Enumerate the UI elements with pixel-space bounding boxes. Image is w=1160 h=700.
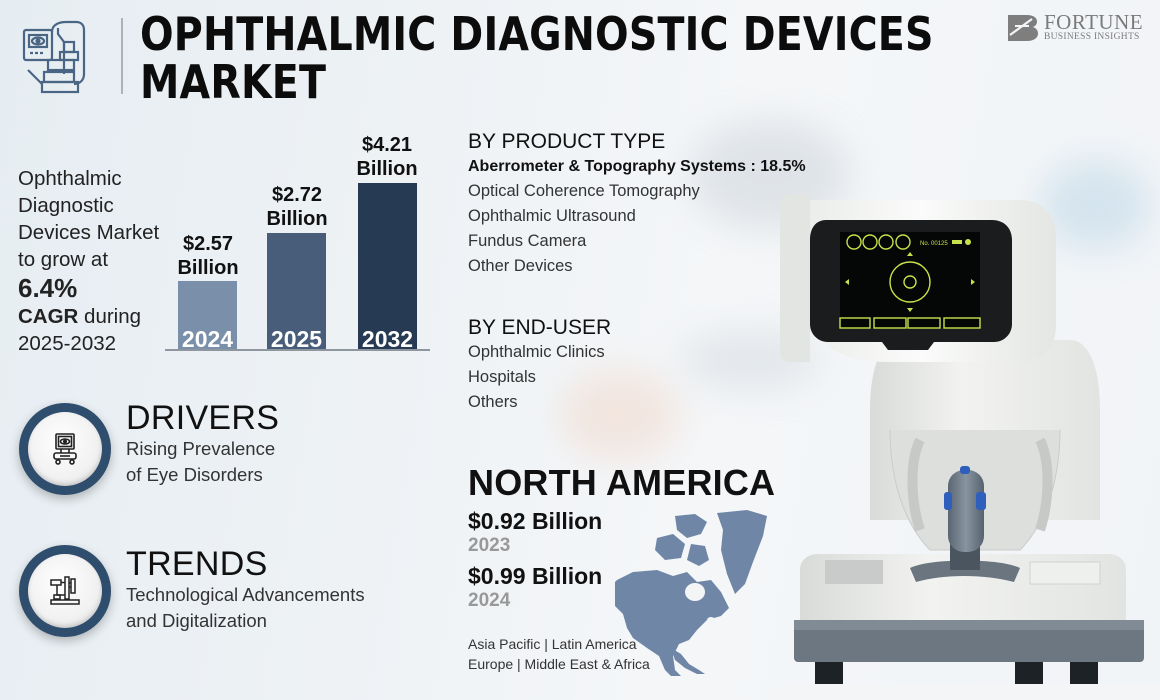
segment-item: Optical Coherence Tomography bbox=[468, 182, 700, 200]
background-blur bbox=[1040, 160, 1150, 250]
bar-2024: 2024 bbox=[178, 281, 237, 352]
segment-item: Fundus Camera bbox=[468, 232, 587, 250]
cagr-text: Ophthalmic bbox=[18, 167, 122, 190]
segment-item: Ophthalmic Clinics bbox=[468, 343, 605, 361]
bar-2032: 2032 bbox=[358, 183, 417, 352]
bar-value-label: $2.72 Billion bbox=[266, 184, 328, 230]
drivers-badge bbox=[19, 403, 111, 495]
forecast-period: 2025-2032 bbox=[18, 332, 117, 355]
page-title: OPHTHALMIC DIAGNOSTIC DEVICES MARKET bbox=[140, 10, 1000, 106]
cagr-text: Devices Market bbox=[18, 221, 160, 244]
bar-year-label: 2024 bbox=[181, 326, 234, 352]
product-type-segment: BY PRODUCT TYPE Aberrometer & Topography… bbox=[468, 130, 806, 279]
segment-item: Ophthalmic Ultrasound bbox=[468, 207, 636, 225]
end-user-segment: BY END-USER Ophthalmic Clinics Hospitals… bbox=[468, 316, 611, 415]
trends-title: TRENDS bbox=[126, 545, 268, 583]
cagr-text: Diagnostic bbox=[18, 194, 114, 217]
cagr-label: CAGR bbox=[18, 305, 79, 328]
north-america-map-icon bbox=[615, 510, 767, 676]
cagr-summary: Ophthalmic Diagnostic Devices Market to … bbox=[18, 165, 178, 357]
svg-text:No. 00125: No. 00125 bbox=[920, 241, 948, 247]
background-blur bbox=[560, 370, 680, 460]
segment-item: Others bbox=[468, 393, 518, 411]
region-stats: $0.92 Billion 2023 $0.99 Billion 2024 bbox=[468, 508, 602, 612]
ophthalmic-device-icon bbox=[20, 18, 100, 96]
trends-text: Technological Advancements bbox=[126, 584, 365, 605]
bar-year-label: 2025 bbox=[270, 326, 323, 352]
fortune-logo-icon bbox=[1008, 15, 1038, 41]
slit-lamp-icon bbox=[50, 576, 80, 605]
region-year: 2023 bbox=[468, 535, 511, 556]
region-value-2023: $0.92 Billion bbox=[468, 508, 603, 534]
drivers-section: DRIVERS Rising Prevalence of Eye Disorde… bbox=[126, 400, 279, 488]
cagr-text: to grow at bbox=[18, 248, 109, 271]
logo-subtitle: BUSINESS INSIGHTS bbox=[1044, 32, 1140, 42]
bar-value-label: $4.21 Billion bbox=[356, 134, 418, 180]
bar-value-label: $2.57 Billion bbox=[177, 233, 239, 279]
segment-item: Aberrometer & Topography Systems : 18.5% bbox=[468, 158, 806, 175]
trends-badge bbox=[19, 545, 111, 637]
region-year: 2024 bbox=[468, 590, 511, 611]
title-line-1: OPHTHALMIC DIAGNOSTIC DEVICES bbox=[140, 7, 934, 61]
cagr-text: during bbox=[78, 305, 142, 328]
eye-exam-monitor-icon bbox=[53, 433, 77, 465]
bar-2025: 2025 bbox=[267, 233, 326, 352]
segment-item: Hospitals bbox=[468, 368, 536, 386]
header-divider bbox=[121, 18, 123, 94]
drivers-title: DRIVERS bbox=[126, 399, 280, 437]
bar-year-label: 2032 bbox=[361, 326, 414, 352]
other-regions-text: Asia Pacific | Latin America bbox=[468, 636, 637, 652]
brand-logo: FORTUNE BUSINESS INSIGHTS bbox=[1006, 12, 1143, 42]
drivers-text: Rising Prevalence bbox=[126, 438, 276, 459]
region-title: NORTH AMERICA bbox=[468, 462, 776, 503]
segment-title: BY END-USER bbox=[468, 316, 612, 339]
segment-item: Other Devices bbox=[468, 257, 573, 275]
logo-name: FORTUNE bbox=[1044, 10, 1144, 34]
region-value-2024: $0.99 Billion bbox=[468, 563, 603, 589]
other-regions: Asia Pacific | Latin America Europe | Mi… bbox=[468, 634, 650, 674]
trends-section: TRENDS Technological Advancements and Di… bbox=[126, 546, 365, 634]
other-regions-text: Europe | Middle East & Africa bbox=[468, 656, 650, 672]
drivers-text: of Eye Disorders bbox=[126, 464, 263, 485]
trends-text: and Digitalization bbox=[126, 610, 267, 631]
chart-baseline bbox=[165, 349, 430, 351]
cagr-rate: 6.4% bbox=[18, 273, 78, 303]
title-line-2: MARKET bbox=[140, 55, 327, 109]
autorefractor-device-image: No. 00125 bbox=[770, 190, 1160, 700]
segment-title: BY PRODUCT TYPE bbox=[468, 130, 666, 153]
